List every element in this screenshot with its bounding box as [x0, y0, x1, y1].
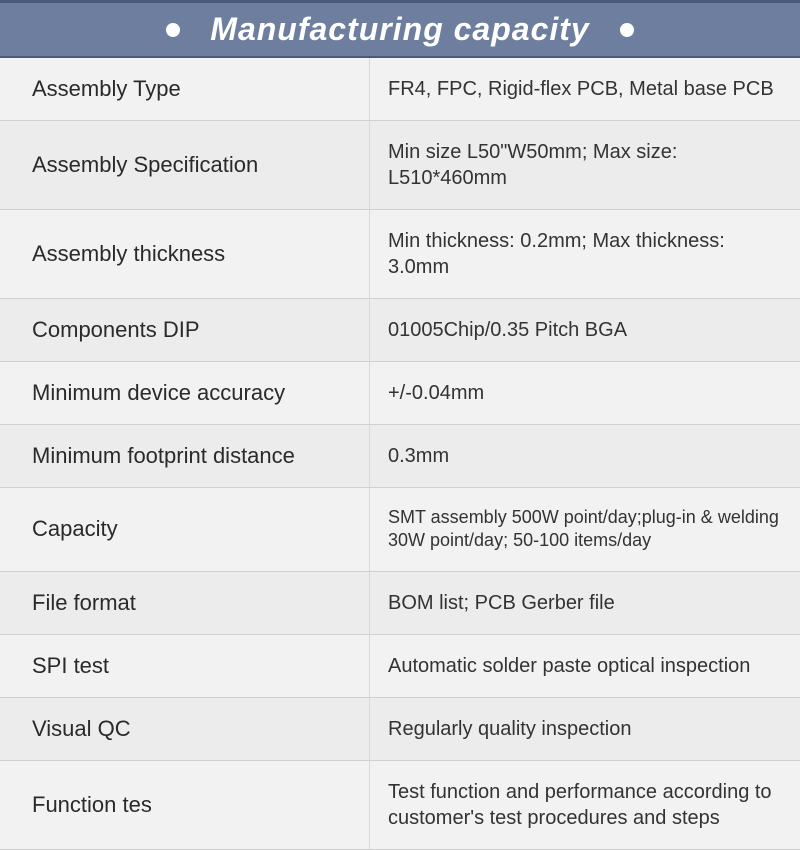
- header-title: Manufacturing capacity: [210, 11, 589, 48]
- spec-label: Minimum footprint distance: [0, 425, 370, 487]
- spec-label: Assembly Specification: [0, 121, 370, 209]
- table-row: Assembly thickness Min thickness: 0.2mm;…: [0, 210, 800, 299]
- table-row: Minimum device accuracy +/-0.04mm: [0, 362, 800, 425]
- spec-label: Assembly thickness: [0, 210, 370, 298]
- table-row: Assembly Specification Min size L50"W50m…: [0, 121, 800, 210]
- table-row: SPI test Automatic solder paste optical …: [0, 635, 800, 698]
- spec-label: File format: [0, 572, 370, 634]
- table-row: File format BOM list; PCB Gerber file: [0, 572, 800, 635]
- spec-value: SMT assembly 500W point/day;plug-in & we…: [370, 488, 800, 571]
- spec-label: Assembly Type: [0, 58, 370, 120]
- table-row: Function tes Test function and performan…: [0, 761, 800, 850]
- spec-label: Capacity: [0, 488, 370, 571]
- spec-value: FR4, FPC, Rigid-flex PCB, Metal base PCB: [370, 58, 800, 120]
- spec-value: Min size L50"W50mm; Max size: L510*460mm: [370, 121, 800, 209]
- spec-value: 0.3mm: [370, 425, 800, 487]
- table-row: Visual QC Regularly quality inspection: [0, 698, 800, 761]
- table-row: Components DIP 01005Chip/0.35 Pitch BGA: [0, 299, 800, 362]
- table-row: Assembly Type FR4, FPC, Rigid-flex PCB, …: [0, 58, 800, 121]
- spec-value: Regularly quality inspection: [370, 698, 800, 760]
- spec-value: Automatic solder paste optical inspectio…: [370, 635, 800, 697]
- decorative-dot-left-icon: [166, 23, 180, 37]
- spec-value: +/-0.04mm: [370, 362, 800, 424]
- spec-label: Visual QC: [0, 698, 370, 760]
- spec-value: 01005Chip/0.35 Pitch BGA: [370, 299, 800, 361]
- spec-label: Minimum device accuracy: [0, 362, 370, 424]
- table-row: Minimum footprint distance 0.3mm: [0, 425, 800, 488]
- spec-table: Assembly Type FR4, FPC, Rigid-flex PCB, …: [0, 58, 800, 850]
- decorative-dot-right-icon: [620, 23, 634, 37]
- spec-value: Test function and performance according …: [370, 761, 800, 849]
- table-row: Capacity SMT assembly 500W point/day;plu…: [0, 488, 800, 572]
- spec-label: Function tes: [0, 761, 370, 849]
- spec-value: BOM list; PCB Gerber file: [370, 572, 800, 634]
- spec-label: SPI test: [0, 635, 370, 697]
- header-bar: Manufacturing capacity: [0, 0, 800, 58]
- spec-value: Min thickness: 0.2mm; Max thickness: 3.0…: [370, 210, 800, 298]
- spec-label: Components DIP: [0, 299, 370, 361]
